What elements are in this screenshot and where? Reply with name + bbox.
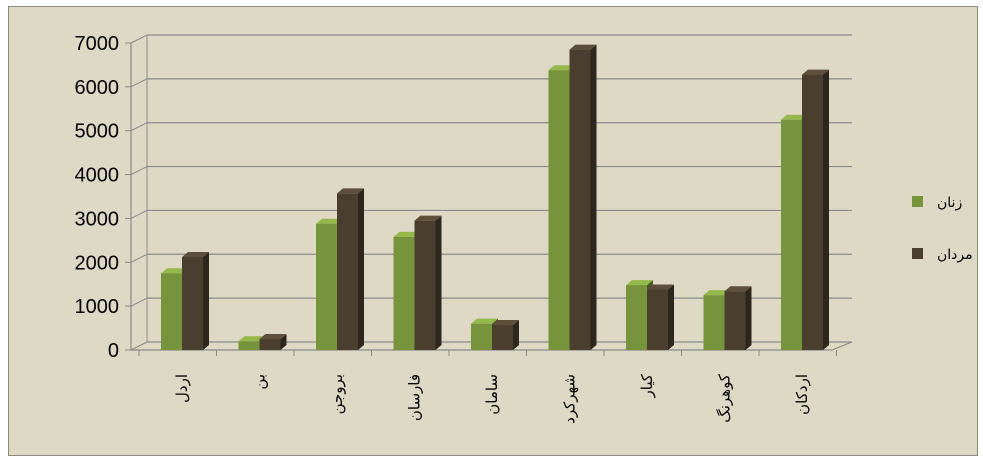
y-tick-label: 5000	[75, 121, 120, 143]
bar-side	[280, 334, 287, 350]
bar	[259, 339, 281, 350]
bar	[548, 70, 570, 350]
bar-top	[259, 334, 287, 340]
bar-top	[647, 284, 674, 290]
y-tick-label: 6000	[75, 77, 120, 99]
bar-top	[337, 188, 364, 194]
legend-label: زنان	[937, 195, 962, 211]
bar-side	[590, 44, 597, 350]
legend-swatch	[912, 248, 923, 259]
legend-label: مردان	[937, 247, 973, 263]
bar-top	[161, 268, 188, 274]
bar	[161, 273, 182, 350]
bar	[569, 49, 591, 350]
bar	[781, 119, 802, 350]
bar-top	[182, 252, 209, 258]
x-tick-label: کیار	[638, 373, 656, 398]
y-tick-label: 3000	[75, 208, 120, 230]
x-tick-label: اردکان	[793, 374, 811, 415]
gridline-side	[130, 34, 148, 44]
bar	[182, 257, 203, 350]
x-tick-label: سامان	[483, 374, 501, 415]
gridline-side	[130, 209, 148, 219]
y-tick-label: 7000	[75, 33, 120, 55]
bar-side	[823, 69, 829, 350]
bar-side	[358, 188, 364, 350]
bar	[802, 74, 823, 350]
bar	[724, 291, 746, 350]
bar-side	[513, 320, 519, 350]
bar-top	[393, 231, 421, 237]
bar-top	[492, 320, 519, 326]
bar	[238, 341, 260, 350]
y-tick-label: 1000	[75, 296, 120, 318]
bar-top	[703, 290, 731, 296]
bar-top	[626, 280, 653, 286]
x-tick-label: کوهرنگ	[716, 373, 734, 423]
bar-side	[745, 286, 752, 350]
gridline-side	[130, 253, 148, 263]
x-tick-label: بن	[251, 374, 269, 390]
bar-top	[569, 44, 597, 50]
gridline-side	[130, 341, 148, 351]
bar-top	[471, 318, 498, 324]
y-tick-label: 0	[108, 340, 119, 362]
bar-top	[238, 336, 266, 342]
floor-edge	[831, 341, 853, 351]
bar-top	[548, 65, 576, 71]
x-tick-label: فارسان	[406, 374, 424, 421]
y-tick-label: 4000	[75, 165, 120, 187]
bar-top	[414, 215, 442, 221]
x-tick-label: اردل	[173, 374, 191, 403]
bar	[703, 295, 725, 350]
bar	[471, 323, 492, 350]
chart-frame: 0 1000 2000 3000 4000 5000 6000 7000 اردل بن بروجن…	[8, 6, 978, 456]
bar-top	[802, 69, 829, 75]
bar	[393, 236, 415, 350]
bar-side	[668, 284, 674, 350]
bar-chart: 0 1000 2000 3000 4000 5000 6000 7000 اردل بن بروجن…	[75, 33, 973, 424]
bar-top	[316, 218, 343, 224]
gridline-side	[130, 166, 148, 176]
y-tick-label: 2000	[75, 252, 120, 274]
bar	[414, 220, 436, 350]
gridline-side	[130, 122, 148, 132]
bar-side	[203, 252, 209, 350]
legend-swatch	[912, 196, 923, 207]
bar	[492, 325, 513, 350]
bar	[647, 289, 668, 350]
bar-top	[724, 286, 752, 292]
bar	[337, 193, 358, 350]
bar	[626, 285, 647, 350]
gridline-side	[130, 297, 148, 307]
x-tick-label: شهرکرد	[561, 374, 579, 424]
x-tick-label: بروجن	[328, 374, 346, 414]
bar-top	[781, 114, 808, 120]
bar-side	[435, 215, 442, 350]
gridline-side	[130, 78, 148, 88]
bar	[316, 223, 337, 350]
